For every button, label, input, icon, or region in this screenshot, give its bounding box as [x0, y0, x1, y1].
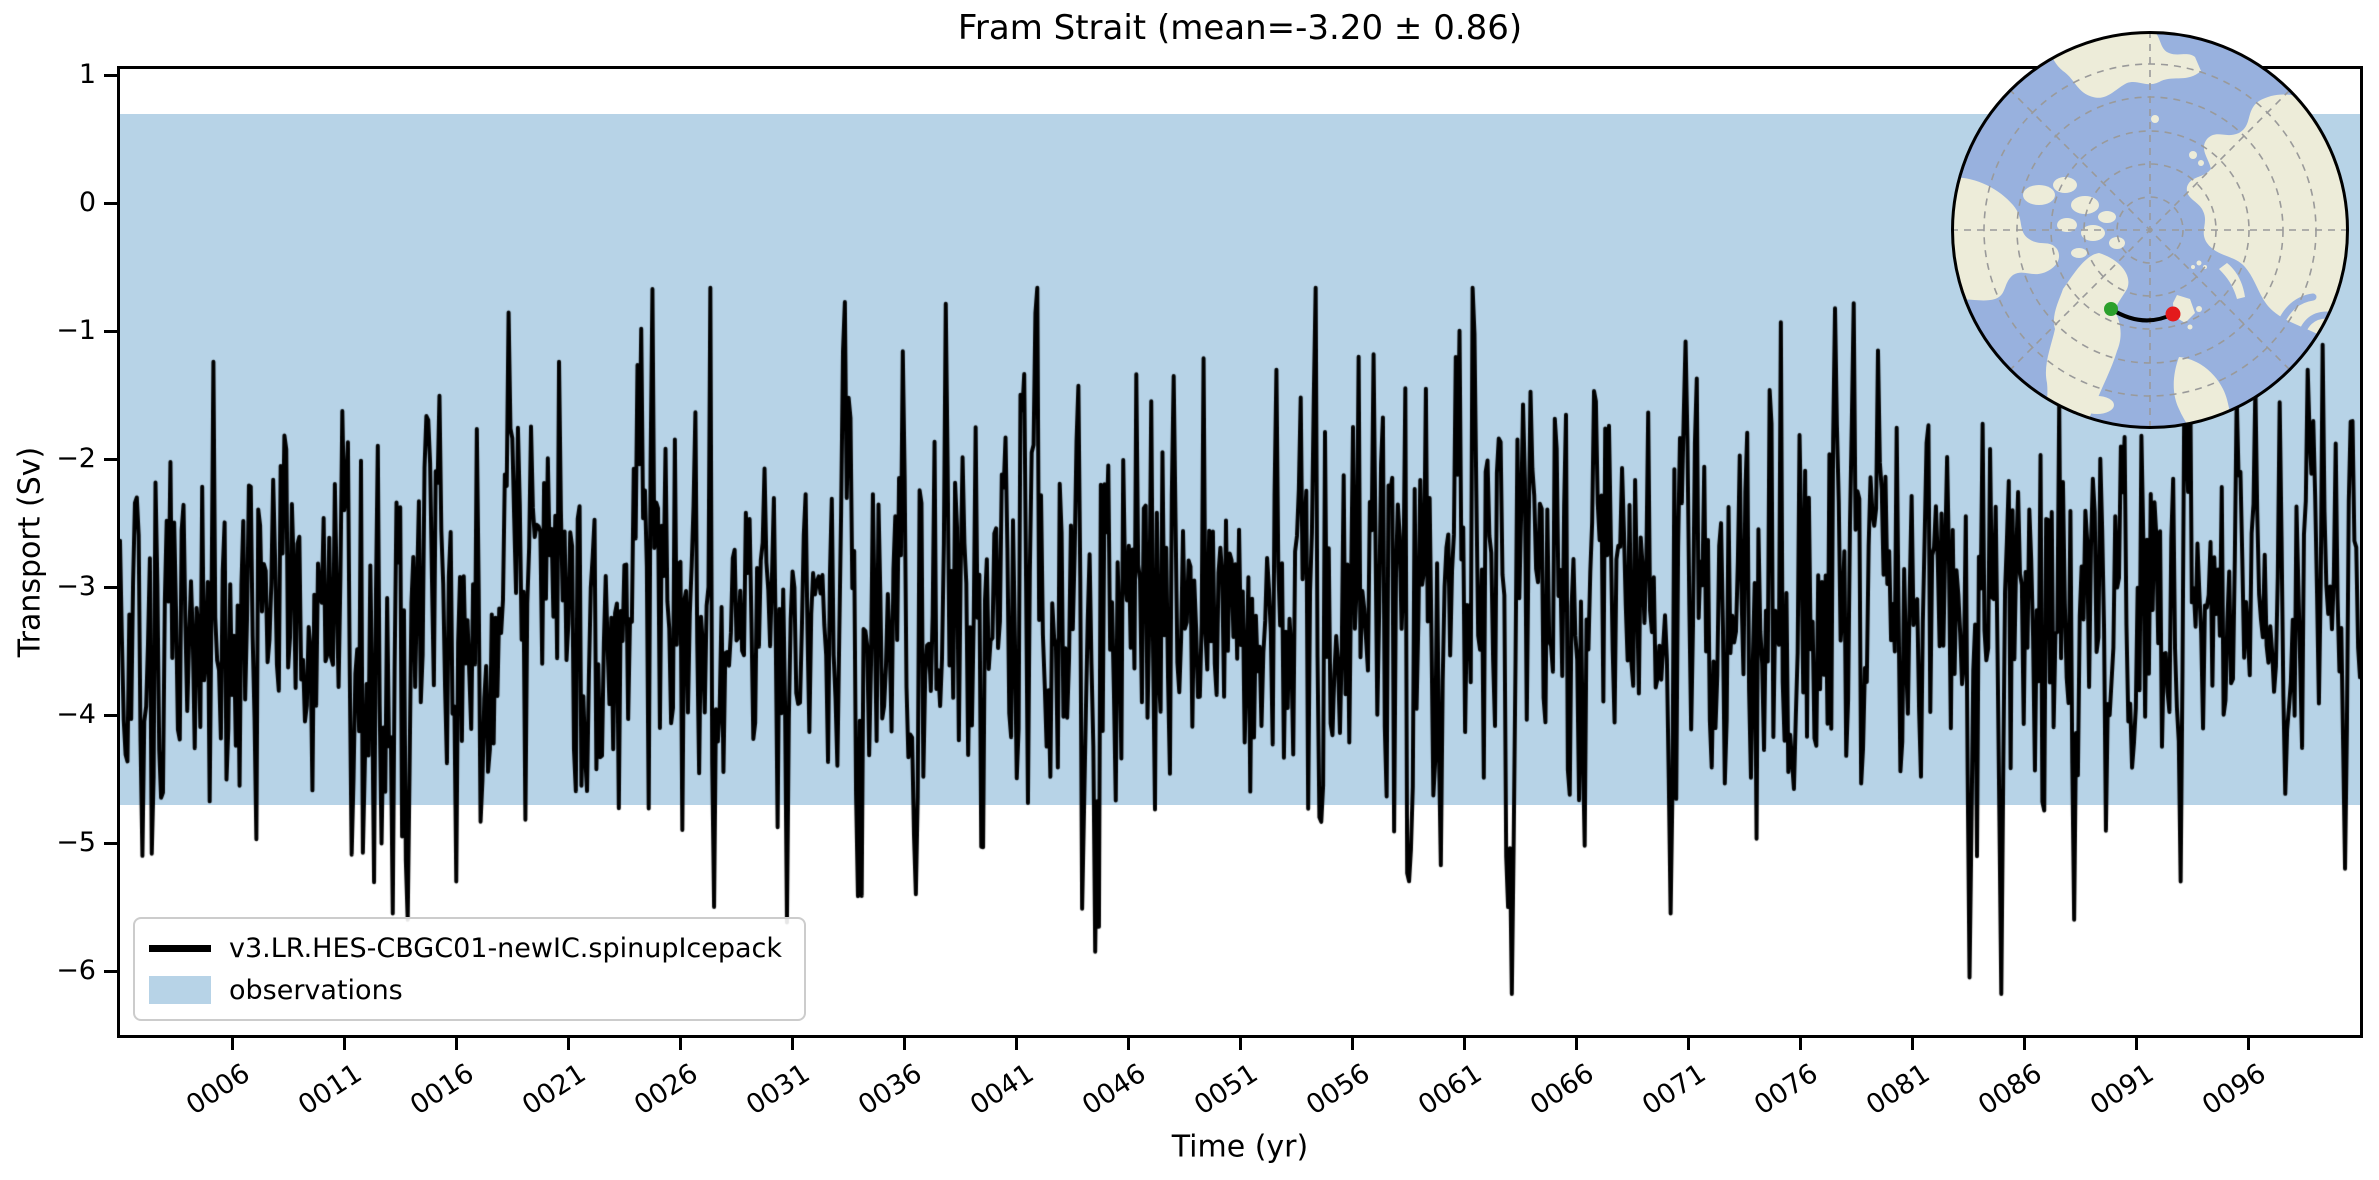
y-tick-label: −5: [56, 827, 96, 859]
x-tick-mark: [2022, 1038, 2026, 1050]
x-tick-label: 0076: [1748, 1057, 1824, 1122]
chart-title: Fram Strait (mean=-3.20 ± 0.86): [957, 8, 1523, 48]
x-tick-mark: [1798, 1038, 1802, 1050]
x-tick-mark: [1686, 1038, 1690, 1050]
x-tick-mark: [1574, 1038, 1578, 1050]
map-border: [1951, 31, 2349, 429]
x-tick-mark: [2134, 1038, 2138, 1050]
x-tick-mark: [1350, 1038, 1354, 1050]
y-axis-label: Transport (Sv): [12, 446, 48, 658]
x-axis-label: Time (yr): [1171, 1129, 1309, 1165]
x-tick-label: 0011: [292, 1057, 368, 1122]
y-tick-label: −2: [56, 443, 96, 475]
x-tick-label: 0081: [1860, 1057, 1936, 1122]
y-tick-mark: [104, 457, 117, 461]
legend-row-model: v3.LR.HES-CBGC01-newIC.spinupIcepack: [149, 927, 782, 969]
x-tick-mark: [1462, 1038, 1466, 1050]
y-tick-label: −4: [56, 699, 96, 731]
x-tick-mark: [1910, 1038, 1914, 1050]
x-tick-mark: [566, 1038, 570, 1050]
x-tick-mark: [2246, 1038, 2250, 1050]
x-tick-label: 0031: [740, 1057, 816, 1122]
legend-line-swatch: [149, 944, 211, 952]
transect-start-marker: [2104, 302, 2118, 316]
x-tick-label: 0091: [2084, 1057, 2160, 1122]
y-tick-mark: [104, 585, 117, 589]
x-tick-mark: [454, 1038, 458, 1050]
x-tick-label: 0036: [852, 1057, 928, 1122]
x-tick-label: 0086: [1972, 1057, 2048, 1122]
x-tick-mark: [342, 1038, 346, 1050]
x-tick-label: 0061: [1412, 1057, 1488, 1122]
y-tick-label: 0: [78, 187, 96, 219]
x-tick-mark: [1014, 1038, 1018, 1050]
y-tick-mark: [104, 201, 117, 205]
y-tick-mark: [104, 841, 117, 845]
x-tick-label: 0006: [180, 1057, 256, 1122]
x-tick-label: 0096: [2196, 1057, 2272, 1122]
legend-band-swatch: [149, 976, 211, 1004]
x-tick-mark: [678, 1038, 682, 1050]
x-tick-mark: [1126, 1038, 1130, 1050]
y-tick-mark: [104, 969, 117, 973]
y-tick-mark: [104, 73, 117, 77]
x-tick-label: 0071: [1636, 1057, 1712, 1122]
legend: v3.LR.HES-CBGC01-newIC.spinupIcepack obs…: [133, 917, 807, 1021]
y-tick-label: −6: [56, 955, 96, 987]
x-tick-label: 0066: [1524, 1057, 1600, 1122]
legend-row-observations: observations: [149, 969, 782, 1011]
y-tick-mark: [104, 329, 117, 333]
transect-end-marker: [2165, 306, 2181, 322]
map-river-inlets: [2275, 293, 2331, 347]
y-tick-label: −3: [56, 571, 96, 603]
legend-observations-label: observations: [229, 974, 403, 1006]
x-tick-mark: [1238, 1038, 1242, 1050]
arctic-map-inset: [1951, 31, 2349, 429]
x-tick-mark: [230, 1038, 234, 1050]
x-tick-label: 0016: [404, 1057, 480, 1122]
x-tick-label: 0026: [628, 1057, 704, 1122]
map-graticule: [1952, 32, 2348, 428]
y-tick-label: 1: [78, 59, 96, 91]
y-tick-label: −1: [56, 315, 96, 347]
x-tick-mark: [790, 1038, 794, 1050]
legend-series-label: v3.LR.HES-CBGC01-newIC.spinupIcepack: [229, 932, 783, 964]
x-tick-label: 0021: [516, 1057, 592, 1122]
x-tick-label: 0046: [1076, 1057, 1152, 1122]
y-tick-mark: [104, 713, 117, 717]
x-tick-label: 0041: [964, 1057, 1040, 1122]
x-tick-mark: [902, 1038, 906, 1050]
